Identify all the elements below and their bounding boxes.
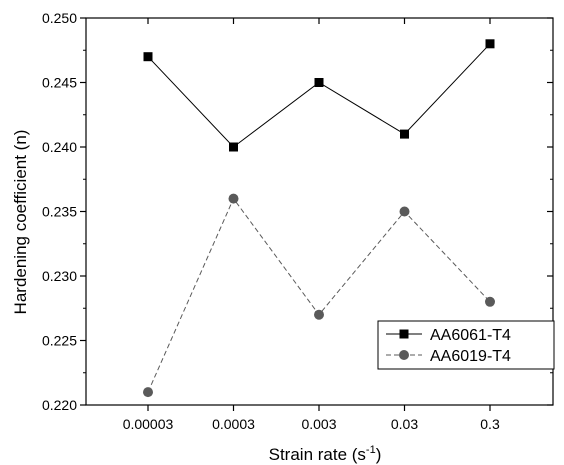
legend-box (377, 320, 555, 370)
data-point (228, 193, 239, 204)
series-line (147, 43, 491, 148)
y-axis-ticks: 0.220 0.225 0.230 0.235 0.240 0.245 0.250 (42, 10, 553, 413)
legend-label: AA6019-T4 (430, 348, 511, 365)
y-tick-label: 0.235 (42, 204, 77, 220)
y-tick-label: 0.245 (42, 75, 77, 91)
series-layer (143, 39, 495, 398)
x-axis-title: Strain rate (s-1) (269, 444, 382, 464)
x-tick-label: 0.00003 (123, 416, 174, 432)
data-point (314, 78, 324, 87)
data-point (229, 142, 238, 152)
x-axis-title-superscript: -1 (366, 444, 376, 456)
x-axis-title-main: Strain rate (s (269, 445, 366, 464)
data-point (314, 309, 324, 320)
x-tick-label: 0.003 (301, 416, 336, 432)
y-tick-label: 0.240 (42, 139, 77, 155)
x-axis-title-suffix: ) (376, 445, 382, 464)
legend-label: AA6061-T4 (430, 327, 511, 344)
data-point (143, 387, 153, 398)
y-tick-label: 0.220 (42, 397, 77, 413)
x-tick-label: 0.3 (480, 416, 500, 432)
legend: AA6061-T4 AA6019-T4 (377, 320, 555, 370)
x-tick-label: 0.03 (391, 416, 418, 432)
y-axis-title: Hardening coefficient (n) (11, 130, 30, 315)
x-axis-ticks: 0.00003 0.0003 0.003 0.03 0.3 (123, 18, 500, 432)
data-point (400, 129, 409, 139)
legend-entry: AA6019-T4 (386, 348, 511, 365)
legend-marker (399, 350, 409, 360)
legend-marker (399, 329, 409, 339)
y-tick-label: 0.225 (42, 333, 77, 349)
x-tick-label: 0.0003 (212, 416, 255, 432)
data-point (485, 296, 495, 307)
data-point (143, 52, 153, 62)
y-tick-label: 0.230 (42, 268, 77, 284)
legend-entry: AA6061-T4 (386, 327, 511, 344)
data-point (485, 39, 495, 49)
data-point (399, 206, 410, 217)
series-aa6019-t4 (143, 193, 495, 398)
y-tick-label: 0.250 (42, 10, 77, 26)
series-aa6061-t4 (143, 39, 495, 152)
